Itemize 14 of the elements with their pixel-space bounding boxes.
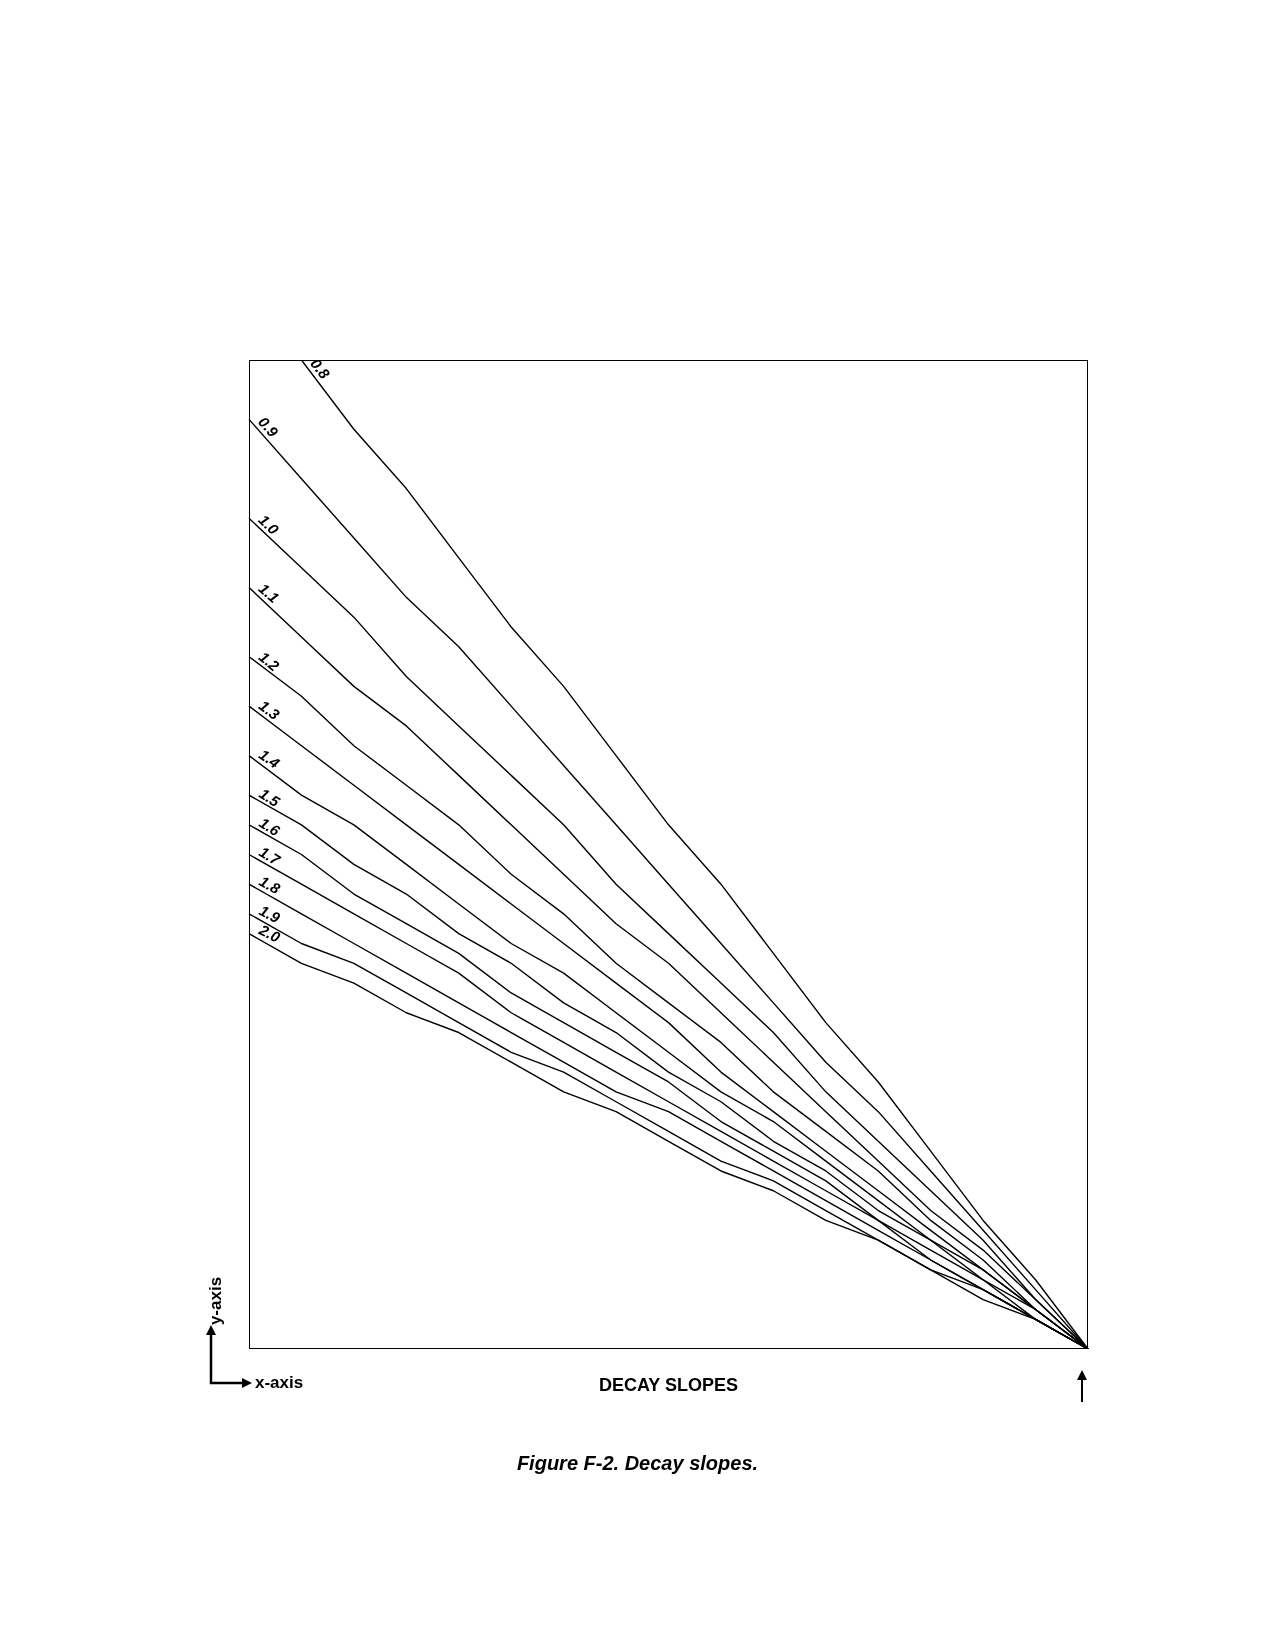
text: 1.2: [255, 647, 284, 675]
text: 1.3: [255, 696, 284, 724]
text: 1.6: [256, 813, 284, 840]
text: 1.0: [255, 511, 283, 539]
text: 1.4: [256, 745, 284, 772]
x-axis-title: DECAY SLOPES: [598, 1375, 739, 1395]
text: x-axis: [255, 1373, 304, 1393]
text: 1.1: [255, 579, 283, 607]
text: 1.8: [256, 872, 284, 898]
text: 1.5: [256, 784, 284, 811]
text: 1.7: [256, 843, 284, 869]
text: Figure F-2. Decay slopes.: [515, 1452, 760, 1475]
text: 0.9: [255, 413, 283, 441]
text: y-axis: [206, 1276, 226, 1326]
